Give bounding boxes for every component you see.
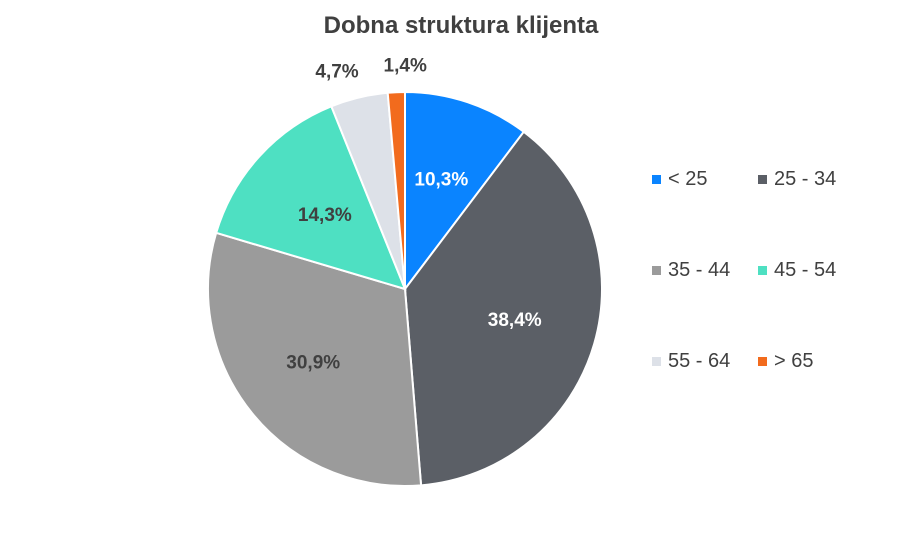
legend-label: 55 - 64 <box>668 350 731 372</box>
slice-data-label-3: 30,9% <box>286 352 340 373</box>
legend-swatch <box>758 266 767 275</box>
legend-item-3: 35 - 44 <box>652 259 730 282</box>
legend-label: 45 - 54 <box>774 259 837 281</box>
legend-item-1: < 25 <box>652 168 707 191</box>
legend-swatch <box>758 175 767 184</box>
legend-label: < 25 <box>668 168 708 190</box>
chart-legend: < 25 25 - 34 35 - 44 45 - 54 55 - 64 > 65 <box>652 0 912 536</box>
pie-slice-4 <box>214 104 407 291</box>
slice-data-label-1: 10,3% <box>414 170 468 191</box>
pie-slice-1 <box>404 90 526 292</box>
slice-data-label-4: 14,3% <box>298 205 352 226</box>
legend-swatch <box>652 175 661 184</box>
legend-label: 35 - 44 <box>668 259 731 281</box>
legend-item-6: > 65 <box>758 350 813 373</box>
legend-item-5: 55 - 64 <box>652 350 730 373</box>
legend-item-2: 25 - 34 <box>758 168 836 191</box>
pie-slice-2 <box>403 130 603 487</box>
pie-slice-6 <box>386 90 406 290</box>
slice-data-label-6: 1,4% <box>384 56 427 77</box>
slice-data-label-2: 38,4% <box>488 310 542 331</box>
legend-swatch <box>652 357 661 366</box>
legend-label: > 65 <box>774 350 814 372</box>
legend-item-4: 45 - 54 <box>758 259 836 282</box>
slice-data-label-5: 4,7% <box>315 62 358 83</box>
chart-title: Dobna struktura klijenta <box>323 12 599 39</box>
legend-swatch <box>652 266 661 275</box>
pie-slice-3 <box>207 231 423 487</box>
legend-swatch <box>758 357 767 366</box>
legend-label: 25 - 34 <box>774 168 837 190</box>
